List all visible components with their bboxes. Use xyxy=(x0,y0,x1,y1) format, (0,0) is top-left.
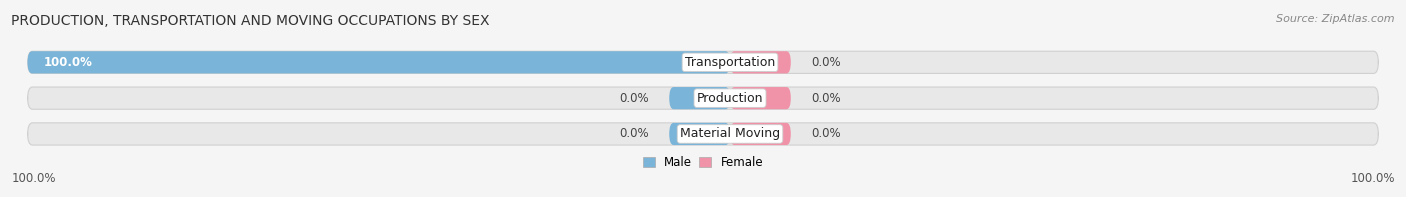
Text: Source: ZipAtlas.com: Source: ZipAtlas.com xyxy=(1277,14,1395,24)
Text: 0.0%: 0.0% xyxy=(811,127,841,140)
Text: PRODUCTION, TRANSPORTATION AND MOVING OCCUPATIONS BY SEX: PRODUCTION, TRANSPORTATION AND MOVING OC… xyxy=(11,14,489,28)
Text: 0.0%: 0.0% xyxy=(619,92,650,105)
Text: Transportation: Transportation xyxy=(685,56,775,69)
Legend: Male, Female: Male, Female xyxy=(643,156,763,169)
Text: 100.0%: 100.0% xyxy=(44,56,93,69)
FancyBboxPatch shape xyxy=(28,51,730,73)
FancyBboxPatch shape xyxy=(730,51,790,73)
FancyBboxPatch shape xyxy=(669,87,730,109)
Text: Production: Production xyxy=(697,92,763,105)
FancyBboxPatch shape xyxy=(28,87,1378,109)
FancyBboxPatch shape xyxy=(730,123,790,145)
Text: 100.0%: 100.0% xyxy=(11,172,56,185)
FancyBboxPatch shape xyxy=(28,51,1378,73)
FancyBboxPatch shape xyxy=(669,123,730,145)
Text: 100.0%: 100.0% xyxy=(1350,172,1395,185)
Text: 0.0%: 0.0% xyxy=(811,56,841,69)
Text: Material Moving: Material Moving xyxy=(681,127,780,140)
Text: 0.0%: 0.0% xyxy=(811,92,841,105)
Text: 0.0%: 0.0% xyxy=(619,127,650,140)
FancyBboxPatch shape xyxy=(730,87,790,109)
FancyBboxPatch shape xyxy=(28,123,1378,145)
